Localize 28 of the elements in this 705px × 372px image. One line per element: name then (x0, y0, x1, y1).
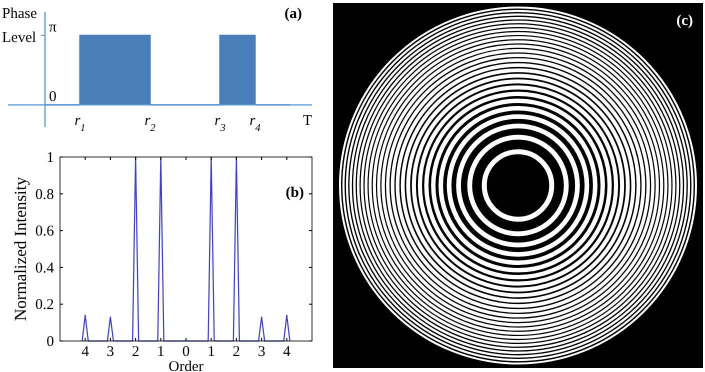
x-axis-title: T (302, 112, 312, 129)
y-tick-label: 0.6 (35, 224, 54, 240)
y-axis-title: Normalized Intensity (11, 176, 30, 321)
x-axis-title: Order (168, 359, 204, 372)
y-tick-label: 1 (46, 150, 54, 166)
y-axis-title: Phase Level (2, 6, 38, 46)
y-tick-label: 0 (46, 334, 54, 350)
x-tick-label: 3 (106, 344, 114, 360)
y-tick-label: 0.8 (35, 186, 54, 203)
x-tick-label: r$_{3}$ (214, 112, 226, 134)
x-tick-label: 4 (283, 344, 292, 360)
y-tick-label: 0.2 (35, 297, 54, 314)
x-tick-label: 2 (232, 344, 240, 360)
y-tick-label: 0.4 (35, 260, 54, 276)
x-tick-label: 4 (81, 344, 90, 360)
x-tick-label: r$_{1}$ (74, 112, 86, 134)
x-tick-label: r$_{2}$ (144, 112, 156, 134)
y-tick-label: π (49, 19, 57, 36)
x-tick-label: 0 (182, 344, 190, 360)
x-tick-label: r$_{4}$ (249, 112, 262, 134)
y-tick-label: 0 (49, 88, 56, 105)
chart-title: (a) (284, 6, 302, 22)
x-tick-label: 1 (207, 344, 215, 360)
text: (c) (676, 13, 693, 29)
x-tick-label: 1 (157, 344, 165, 360)
x-tick-label: 3 (258, 344, 266, 360)
text: (b) (286, 185, 304, 201)
x-tick-label: 2 (132, 344, 140, 360)
